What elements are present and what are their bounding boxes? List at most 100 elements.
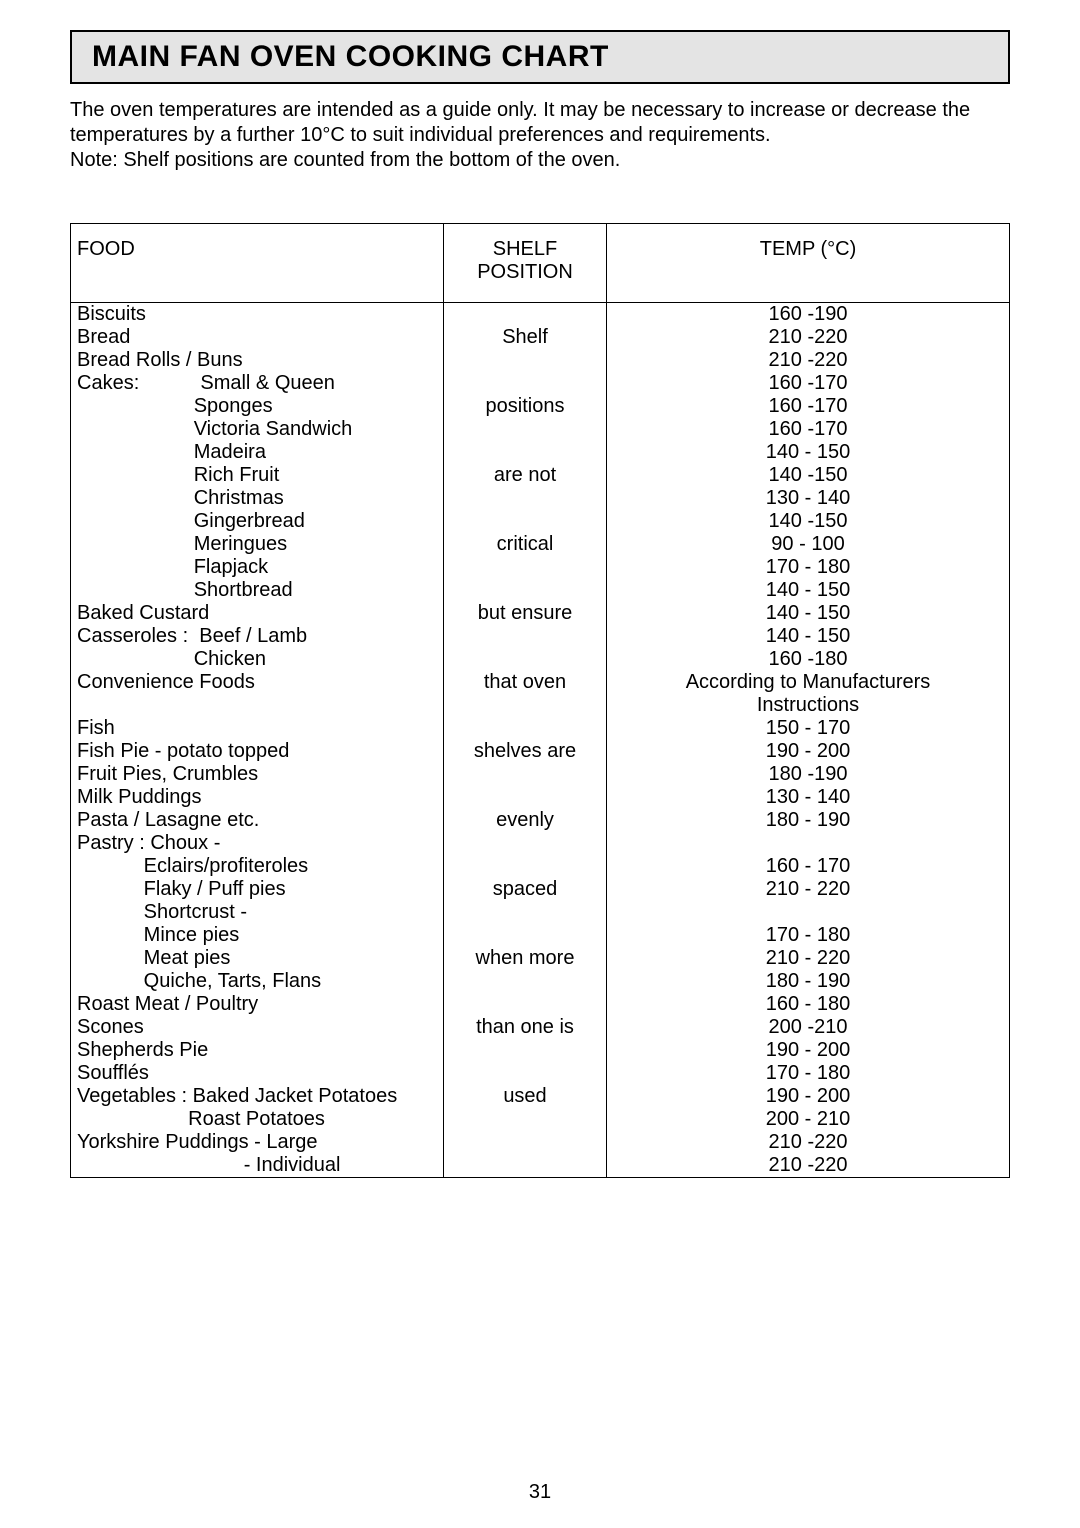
cell-temp: 200 -210 <box>607 1016 1010 1039</box>
cell-shelf: spaced <box>444 878 607 901</box>
cell-food: Flaky / Puff pies <box>71 878 444 901</box>
header-shelf: SHELF POSITION <box>444 224 607 303</box>
table-row: Roast Meat / Poultry160 - 180 <box>71 993 1010 1016</box>
cell-food: Victoria Sandwich <box>71 418 444 441</box>
table-row: Rich Fruitare not140 -150 <box>71 464 1010 487</box>
page: MAIN FAN OVEN COOKING CHART The oven tem… <box>0 0 1080 1528</box>
cell-shelf <box>444 418 607 441</box>
cell-temp: 180 -190 <box>607 763 1010 786</box>
cell-shelf: positions <box>444 395 607 418</box>
cell-food: Gingerbread <box>71 510 444 533</box>
cell-temp: 160 -180 <box>607 648 1010 671</box>
table-row: Yorkshire Puddings - Large210 -220 <box>71 1131 1010 1154</box>
cell-food: Scones <box>71 1016 444 1039</box>
table-row: Instructions <box>71 694 1010 717</box>
cell-food: Mince pies <box>71 924 444 947</box>
table-row: Soufflés170 - 180 <box>71 1062 1010 1085</box>
table-row: Casseroles : Beef / Lamb140 - 150 <box>71 625 1010 648</box>
cell-shelf <box>444 510 607 533</box>
cell-shelf <box>444 970 607 993</box>
cell-food: Sponges <box>71 395 444 418</box>
cell-food: Eclairs/profiteroles <box>71 855 444 878</box>
table-row: Eclairs/profiteroles160 - 170 <box>71 855 1010 878</box>
cell-temp: 210 -220 <box>607 1131 1010 1154</box>
table-row: Bread Rolls / Buns210 -220 <box>71 349 1010 372</box>
cell-food: Quiche, Tarts, Flans <box>71 970 444 993</box>
cell-shelf: but ensure <box>444 602 607 625</box>
cell-temp <box>607 901 1010 924</box>
cell-temp: 160 -170 <box>607 395 1010 418</box>
table-row: Sconesthan one is200 -210 <box>71 1016 1010 1039</box>
cell-food: Meringues <box>71 533 444 556</box>
cell-food: Shortbread <box>71 579 444 602</box>
cell-shelf: when more <box>444 947 607 970</box>
table-row: Milk Puddings 130 - 140 <box>71 786 1010 809</box>
table-row: Roast Potatoes200 - 210 <box>71 1108 1010 1131</box>
cell-food: Biscuits <box>71 303 444 327</box>
table-row: Chicken 160 -180 <box>71 648 1010 671</box>
table-row: Victoria Sandwich160 -170 <box>71 418 1010 441</box>
cell-food: Roast Potatoes <box>71 1108 444 1131</box>
cell-temp: 140 - 150 <box>607 441 1010 464</box>
cell-food: Fish <box>71 717 444 740</box>
table-row: Spongespositions160 -170 <box>71 395 1010 418</box>
cell-temp: 130 - 140 <box>607 487 1010 510</box>
cell-temp: 160 -170 <box>607 372 1010 395</box>
cell-temp: 190 - 200 <box>607 740 1010 763</box>
cell-shelf <box>444 993 607 1016</box>
cell-food: Bread <box>71 326 444 349</box>
cell-shelf: that oven <box>444 671 607 694</box>
cell-shelf <box>444 303 607 327</box>
cell-temp: 140 - 150 <box>607 625 1010 648</box>
cell-shelf <box>444 1108 607 1131</box>
cell-shelf <box>444 717 607 740</box>
cell-temp: 160 -190 <box>607 303 1010 327</box>
cell-shelf <box>444 556 607 579</box>
cell-temp: 150 - 170 <box>607 717 1010 740</box>
cell-temp: 140 -150 <box>607 510 1010 533</box>
cell-shelf <box>444 763 607 786</box>
cell-food: Shortcrust - <box>71 901 444 924</box>
cell-food: Milk Puddings <box>71 786 444 809</box>
cell-temp: 210 - 220 <box>607 947 1010 970</box>
cell-food: Convenience Foods <box>71 671 444 694</box>
cell-temp: 170 - 180 <box>607 556 1010 579</box>
table-row: Pasta / Lasagne etc.evenly180 - 190 <box>71 809 1010 832</box>
intro-line-2: temperatures by a further 10°C to suit i… <box>70 124 771 146</box>
cell-temp: 140 - 150 <box>607 602 1010 625</box>
cell-shelf: critical <box>444 533 607 556</box>
table-row: Shortcrust - <box>71 901 1010 924</box>
title-box: MAIN FAN OVEN COOKING CHART <box>70 30 1010 84</box>
table-row: Shepherds Pie 190 - 200 <box>71 1039 1010 1062</box>
cell-temp: 130 - 140 <box>607 786 1010 809</box>
cell-food: Baked Custard <box>71 602 444 625</box>
header-temp: TEMP (°C) <box>607 224 1010 303</box>
cooking-chart-table: FOOD SHELF POSITION TEMP (°C) Biscuits 16… <box>70 223 1010 1178</box>
cell-shelf: are not <box>444 464 607 487</box>
cell-shelf <box>444 1131 607 1154</box>
cell-shelf <box>444 625 607 648</box>
table-row: Meringuescritical90 - 100 <box>71 533 1010 556</box>
cell-food: Cakes: Small & Queen <box>71 372 444 395</box>
cell-shelf <box>444 1062 607 1085</box>
cell-temp: 210 -220 <box>607 1154 1010 1178</box>
cell-shelf: used <box>444 1085 607 1108</box>
table-header-row: FOOD SHELF POSITION TEMP (°C) <box>71 224 1010 303</box>
cell-food: - Individual <box>71 1154 444 1178</box>
cell-food: Chicken <box>71 648 444 671</box>
cell-shelf <box>444 901 607 924</box>
cell-temp: 90 - 100 <box>607 533 1010 556</box>
cell-shelf <box>444 832 607 855</box>
table-row: Quiche, Tarts, Flans180 - 190 <box>71 970 1010 993</box>
cell-shelf <box>444 855 607 878</box>
cell-food: Shepherds Pie <box>71 1039 444 1062</box>
cell-shelf <box>444 441 607 464</box>
cell-shelf <box>444 694 607 717</box>
cell-temp: 140 - 150 <box>607 579 1010 602</box>
header-food: FOOD <box>71 224 444 303</box>
cell-temp: 190 - 200 <box>607 1039 1010 1062</box>
cell-temp <box>607 832 1010 855</box>
intro-line-1: The oven temperatures are intended as a … <box>70 99 970 121</box>
cell-temp: 160 - 180 <box>607 993 1010 1016</box>
cell-food: Vegetables : Baked Jacket Potatoes <box>71 1085 444 1108</box>
